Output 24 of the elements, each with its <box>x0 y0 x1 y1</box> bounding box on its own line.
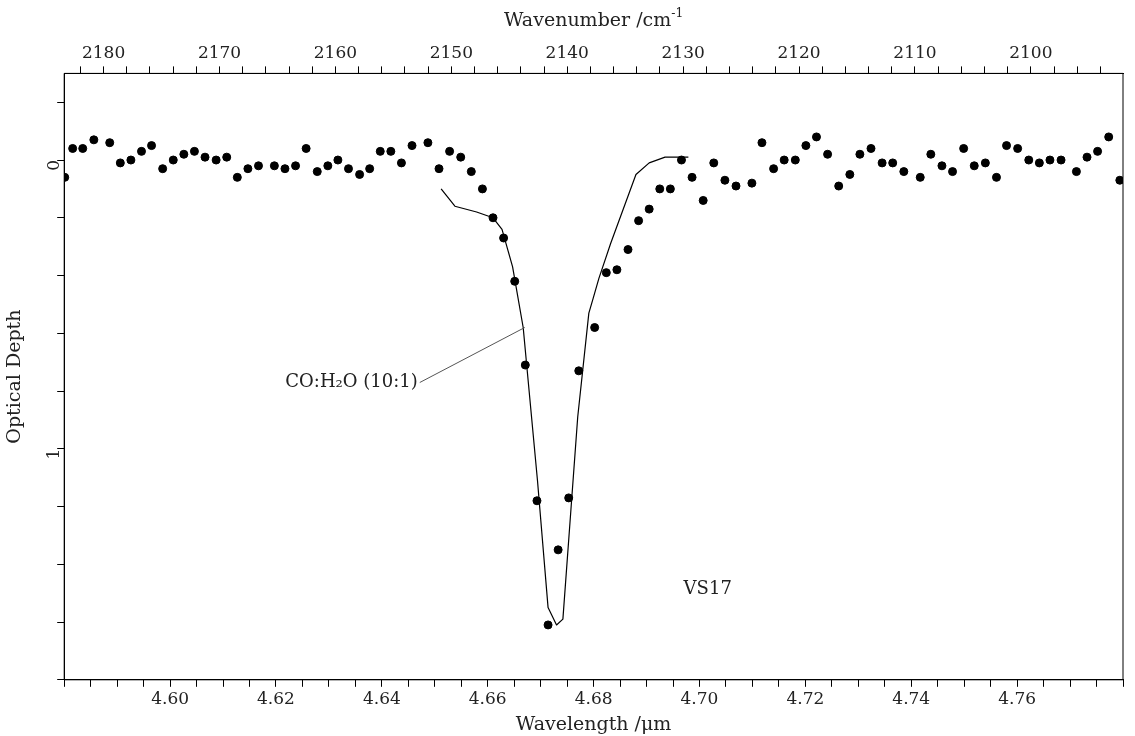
x2-tick-label: 2170 <box>197 41 242 62</box>
annotation: CO:H₂O (10:1) <box>285 370 418 392</box>
x-tick-label: 4.64 <box>362 688 401 709</box>
x2-tick-label: 2140 <box>545 41 589 62</box>
x-tick-label: 4.62 <box>257 688 295 709</box>
y-tick-label: 1 <box>42 448 63 460</box>
x2-tick-label: 2150 <box>429 41 473 62</box>
x-tick-label: 4.76 <box>998 688 1037 709</box>
x2-tick-label: 2110 <box>893 41 937 62</box>
x2-tick-label: 2130 <box>661 41 705 62</box>
x2-tick-label: 2100 <box>1009 41 1053 62</box>
x-tick-label: 4.72 <box>786 688 825 709</box>
x-tick-label: 4.70 <box>680 688 719 709</box>
x-axis-title: Wavelength /μm <box>515 711 672 734</box>
annotation: VS17 <box>682 576 732 598</box>
y-tick-label: 0 <box>42 160 63 171</box>
x-tick-label: 4.68 <box>574 688 613 709</box>
x2-tick-label: 2120 <box>777 41 821 62</box>
x2-tick-label: 2160 <box>313 41 358 62</box>
x2-tick-label: 2180 <box>81 41 126 62</box>
x-tick-label: 4.74 <box>892 688 931 709</box>
x-tick-label: 4.60 <box>151 688 190 709</box>
y-axis-title: Optical Depth <box>2 309 25 444</box>
x-tick-label: 4.66 <box>468 688 507 709</box>
